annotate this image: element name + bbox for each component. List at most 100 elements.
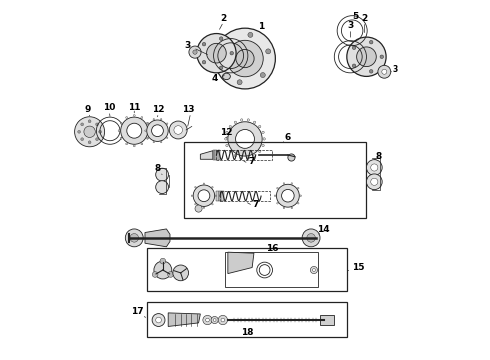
Circle shape [369,69,373,73]
Circle shape [259,150,261,153]
Circle shape [220,66,223,69]
Circle shape [141,143,143,145]
Circle shape [248,32,253,37]
Circle shape [202,42,206,46]
Circle shape [193,185,215,206]
Circle shape [84,126,96,138]
Circle shape [291,183,293,184]
Circle shape [378,65,391,78]
Circle shape [81,138,84,141]
Circle shape [371,164,378,171]
Circle shape [203,207,205,208]
Polygon shape [200,151,213,159]
Circle shape [78,130,80,133]
Circle shape [147,122,148,124]
Ellipse shape [222,73,230,80]
Text: 10: 10 [103,103,116,112]
Circle shape [226,131,228,134]
Circle shape [127,123,142,138]
Circle shape [96,138,98,141]
Circle shape [352,46,356,50]
Circle shape [302,229,320,247]
Circle shape [118,130,120,132]
Circle shape [147,137,148,139]
Circle shape [195,205,202,212]
Text: 7: 7 [248,157,255,166]
Circle shape [347,37,386,76]
Circle shape [156,168,169,181]
Circle shape [160,141,162,143]
Circle shape [371,178,378,185]
Circle shape [260,73,265,77]
Circle shape [300,195,301,197]
Circle shape [169,130,170,131]
Circle shape [382,69,387,74]
Circle shape [277,202,278,204]
Circle shape [307,234,316,242]
Circle shape [160,118,162,120]
Circle shape [88,120,91,123]
Circle shape [152,314,165,327]
Circle shape [133,145,135,147]
Text: 18: 18 [241,328,253,337]
Circle shape [198,190,210,202]
Circle shape [228,122,262,156]
Circle shape [367,159,382,175]
Text: 12: 12 [220,129,233,138]
Bar [220,191,270,202]
Bar [215,150,218,160]
Circle shape [212,203,213,205]
Circle shape [291,207,293,209]
Circle shape [367,174,382,190]
Circle shape [147,120,168,141]
Bar [184,143,367,217]
Text: 3: 3 [392,65,397,74]
Circle shape [236,130,254,148]
Text: 2: 2 [362,14,368,23]
Circle shape [154,261,172,279]
Text: 3: 3 [347,21,353,30]
Circle shape [211,316,218,324]
Circle shape [125,229,143,247]
Text: 4: 4 [212,74,218,83]
Circle shape [147,123,148,125]
Circle shape [141,117,143,118]
Circle shape [234,154,237,157]
Circle shape [283,207,285,209]
Circle shape [310,266,318,274]
Circle shape [277,188,278,189]
Circle shape [253,154,256,157]
Circle shape [120,138,122,139]
Circle shape [380,55,384,59]
Circle shape [263,138,266,140]
Circle shape [167,137,168,139]
Circle shape [262,144,264,147]
Circle shape [297,188,299,189]
Bar [221,191,223,202]
Circle shape [156,181,169,194]
Bar [213,150,215,160]
Text: 6: 6 [285,133,291,142]
Circle shape [241,119,243,121]
Circle shape [174,126,182,134]
Circle shape [153,141,154,143]
Text: 1: 1 [258,22,264,31]
Bar [219,191,221,202]
Circle shape [220,37,223,40]
Circle shape [88,141,91,144]
Circle shape [169,121,187,139]
Polygon shape [145,229,170,247]
Circle shape [197,33,236,73]
Circle shape [282,189,294,202]
Bar [320,315,334,325]
Circle shape [74,117,104,147]
Text: 2: 2 [220,14,227,23]
Circle shape [274,195,276,197]
Circle shape [207,43,226,63]
Circle shape [189,46,201,58]
Circle shape [283,183,285,184]
Circle shape [230,51,234,55]
Circle shape [145,130,146,131]
Bar [217,150,272,160]
Circle shape [203,315,212,325]
